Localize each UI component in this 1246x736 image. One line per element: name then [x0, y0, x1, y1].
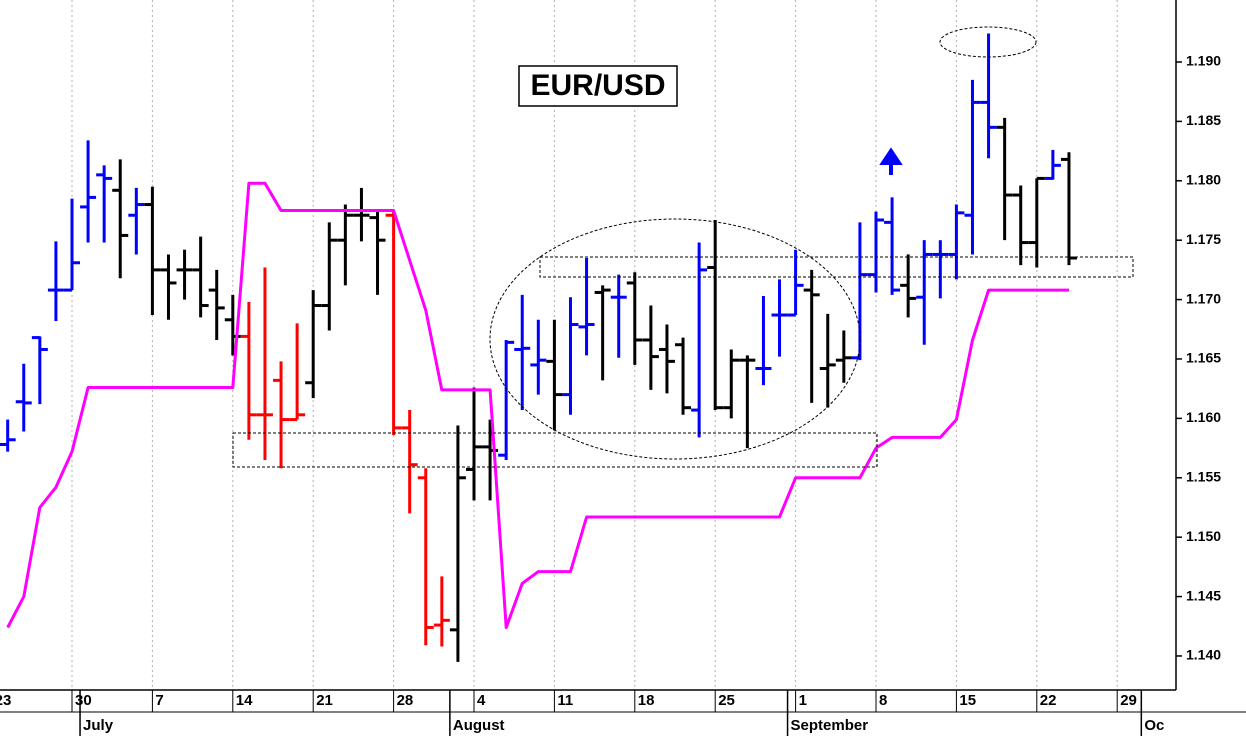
x-tick-label: 18	[638, 692, 655, 709]
y-tick-label: 1.165	[1186, 350, 1221, 366]
x-tick-label: 4	[477, 692, 486, 709]
y-tick-label: 1.145	[1186, 587, 1221, 603]
y-tick-label: 1.190	[1186, 53, 1221, 69]
x-tick-label: 28	[397, 692, 414, 709]
y-tick-label: 1.160	[1186, 409, 1221, 425]
y-tick-label: 1.150	[1186, 528, 1221, 544]
month-label: July	[83, 717, 114, 734]
range-box	[232, 432, 878, 468]
x-tick-label: 22	[1040, 692, 1057, 709]
consolidation-ellipse	[489, 218, 861, 460]
y-tick-label: 1.180	[1186, 171, 1221, 187]
x-tick-label: 23	[0, 692, 11, 709]
x-tick-label: 14	[236, 692, 253, 709]
x-tick-label: 7	[155, 692, 163, 709]
y-tick-label: 1.170	[1186, 290, 1221, 306]
x-tick-label: 25	[718, 692, 735, 709]
month-label: Oc	[1144, 717, 1164, 734]
y-tick-label: 1.185	[1186, 112, 1221, 128]
x-tick-label: 1	[799, 692, 807, 709]
x-tick-label: 8	[879, 692, 887, 709]
range-box	[539, 256, 1134, 278]
title-box	[518, 65, 678, 107]
y-tick-label: 1.175	[1186, 231, 1221, 247]
plot-marks	[0, 33, 1077, 662]
x-tick-label: 11	[557, 692, 573, 709]
chart-title: EUR/USD	[530, 69, 665, 102]
peak-ellipse	[939, 26, 1037, 58]
y-tick-label: 1.155	[1186, 468, 1221, 484]
x-tick-label: 30	[75, 692, 92, 709]
month-label: August	[453, 717, 505, 734]
x-tick-label: 15	[959, 692, 976, 709]
annotations: EUR/USD	[232, 26, 1134, 468]
x-tick-label: 21	[316, 692, 333, 709]
x-tick-label: 29	[1120, 692, 1137, 709]
stop-line	[6, 181, 1069, 629]
breakout-arrow	[879, 147, 903, 175]
y-tick-label: 1.140	[1186, 647, 1221, 663]
month-label: September	[791, 717, 869, 734]
